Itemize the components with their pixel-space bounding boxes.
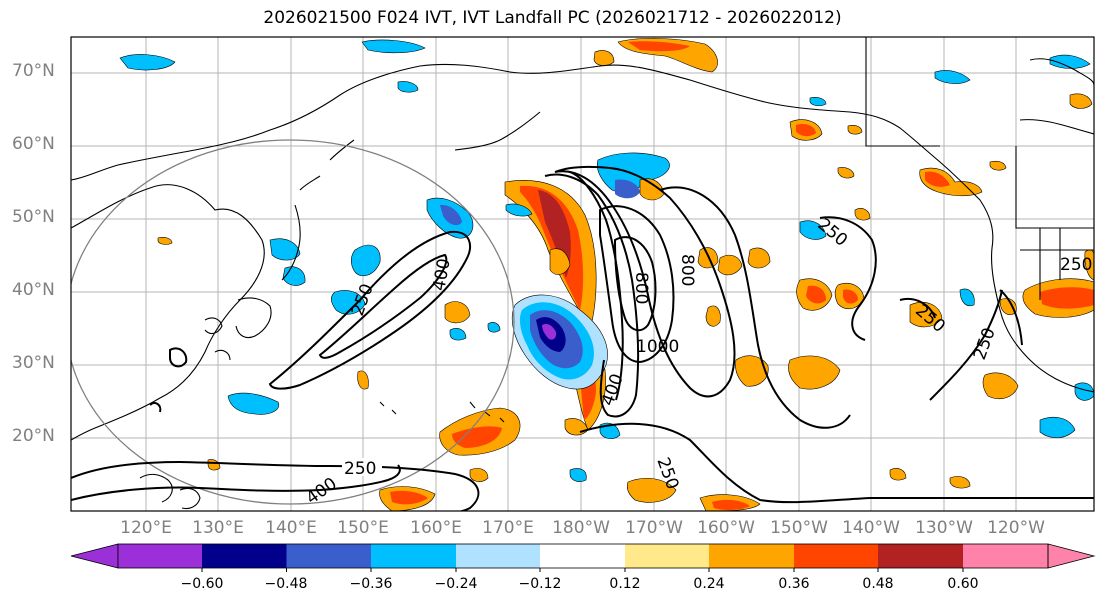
lat-label-70n: 70°N [12, 61, 55, 81]
landfall-region-ellipse [71, 139, 515, 505]
colorbar-tick-6: 0.12 [609, 576, 641, 592]
lon-label-170w: 170°W [625, 518, 683, 538]
colorbar-tick-10: 0.60 [947, 576, 979, 592]
lat-label-40n: 40°N [12, 280, 55, 300]
colorbar-bin-1 [118, 544, 202, 568]
colorbar-bin-6 [540, 544, 625, 568]
colorbar-tick-2: −0.48 [264, 576, 308, 592]
lon-label-120w: 120°W [987, 518, 1045, 538]
colorbar-tick-7: 0.24 [693, 576, 725, 592]
lon-label-150w: 150°W [770, 518, 828, 538]
colorbar-bin-3 [286, 544, 371, 568]
ivt-contours [71, 165, 1094, 511]
colorbar-extend-min [70, 543, 119, 569]
colorbar-tick-4: −0.24 [434, 576, 478, 592]
contour-label-8: 800 [631, 272, 651, 304]
contour-label-1: 250 [344, 459, 376, 479]
colorbar-bin-11 [963, 544, 1048, 568]
lat-label-50n: 50°N [12, 207, 55, 227]
lon-label-170e: 170°E [482, 518, 534, 538]
pc-shading [119, 38, 1094, 511]
colorbar-bin-5 [456, 544, 540, 568]
colorbar-bin-10 [878, 544, 963, 568]
colorbar-tick-1: −0.60 [180, 576, 224, 592]
colorbar-bin-2 [202, 544, 287, 568]
lon-label-160w: 160°W [697, 518, 755, 538]
lon-label-120e: 120°E [120, 518, 172, 538]
lon-label-130e: 130°E [192, 518, 244, 538]
lon-label-140e: 140°E [265, 518, 317, 538]
colorbar-bin-8 [709, 544, 794, 568]
colorbar-bin-7 [625, 544, 709, 568]
map-title: 2026021500 F024 IVT, IVT Landfall PC (20… [263, 8, 842, 28]
contour-label-9: 800 [677, 254, 697, 286]
colorbar-tick-5: −0.12 [518, 576, 562, 592]
contour-label-10: 1000 [636, 337, 679, 357]
contour-label-13: 250 [1060, 255, 1092, 275]
colorbar-tick-3: −0.36 [349, 576, 393, 592]
lon-label-150e: 150°E [337, 518, 389, 538]
lat-label-20n: 20°N [12, 426, 55, 446]
lon-label-160e: 160°E [410, 518, 462, 538]
coastlines [71, 37, 1094, 510]
map-frame [70, 36, 1095, 512]
lon-label-140w: 140°W [842, 518, 900, 538]
colorbar-extend-max [1047, 543, 1096, 569]
lon-label-180w: 180°W [552, 518, 610, 538]
colorbar-tick-9: 0.48 [862, 576, 894, 592]
lat-label-30n: 30°N [12, 353, 55, 373]
lat-label-60n: 60°N [12, 134, 55, 154]
colorbar-bin-9 [794, 544, 878, 568]
colorbar-tick-8: 0.36 [778, 576, 810, 592]
colorbar [70, 543, 1096, 572]
colorbar-bin-4 [371, 544, 456, 568]
lon-label-130w: 130°W [915, 518, 973, 538]
